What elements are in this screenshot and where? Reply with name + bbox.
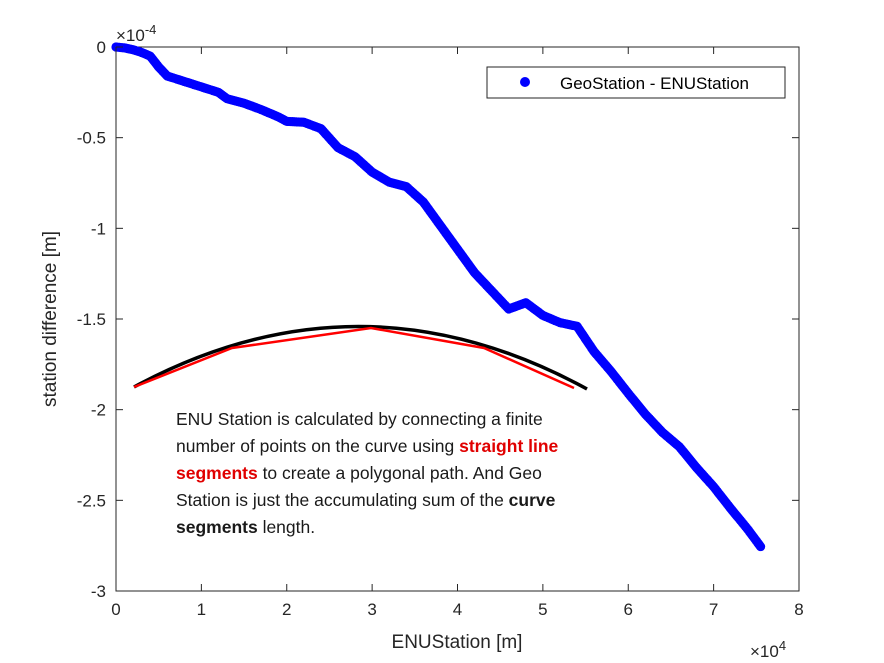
x-tick-label: 0: [111, 600, 120, 619]
y-tick-label: -1.5: [77, 310, 106, 329]
y-axis-label: station difference [m]: [40, 231, 61, 407]
annotation-text-part2: to create a polygonal path. And Geo Stat…: [176, 463, 542, 510]
axes-box: [115, 46, 800, 592]
annotation-text-part1: ENU Station is calculated by connecting …: [176, 409, 543, 456]
x-tick-label: 4: [453, 600, 462, 619]
x-tick-label: 3: [367, 600, 376, 619]
annotation-text: ENU Station is calculated by connecting …: [176, 406, 576, 541]
curve-arc: [133, 324, 588, 391]
x-exponent-label: ×104: [750, 638, 786, 661]
annotation-text-part3: length.: [257, 517, 316, 537]
x-axis-label: ENUStation [m]: [392, 632, 523, 653]
y-tick-label: -0.5: [77, 129, 106, 148]
x-tick-label: 7: [709, 600, 718, 619]
annotation-text-red: straight line segments: [176, 436, 559, 483]
x-tick-label: 2: [282, 600, 291, 619]
legend-box: [486, 66, 786, 99]
x-tick-label: 1: [197, 600, 206, 619]
data-point: [755, 541, 766, 552]
y-tick-label: -2.5: [77, 491, 106, 510]
x-tick-label: 8: [794, 600, 803, 619]
legend-marker: [520, 77, 530, 87]
plot-area: 0 1 2 3 4 5 6 7 8 0 -0.5 -1 -1.5 -2 -2.5 -3: [77, 38, 804, 619]
x-tick-label: 5: [538, 600, 547, 619]
y-tick-label: -1: [91, 219, 106, 238]
straight-segments: [133, 326, 575, 390]
legend-label: GeoStation - ENUStation: [560, 74, 749, 93]
svg-text:×10-4: ×10-4: [116, 22, 156, 45]
y-tick-label: 0: [97, 38, 106, 57]
y-exponent-label: ×10-4: [116, 22, 156, 45]
x-tick-label: 6: [624, 600, 633, 619]
y-tick-label: -3: [91, 582, 106, 601]
y-tick-label: -2: [91, 401, 106, 420]
legend: GeoStation - ENUStation: [486, 66, 786, 99]
annotation-text-bold: curve segments: [176, 490, 556, 537]
svg-text:×104: ×104: [750, 638, 786, 661]
